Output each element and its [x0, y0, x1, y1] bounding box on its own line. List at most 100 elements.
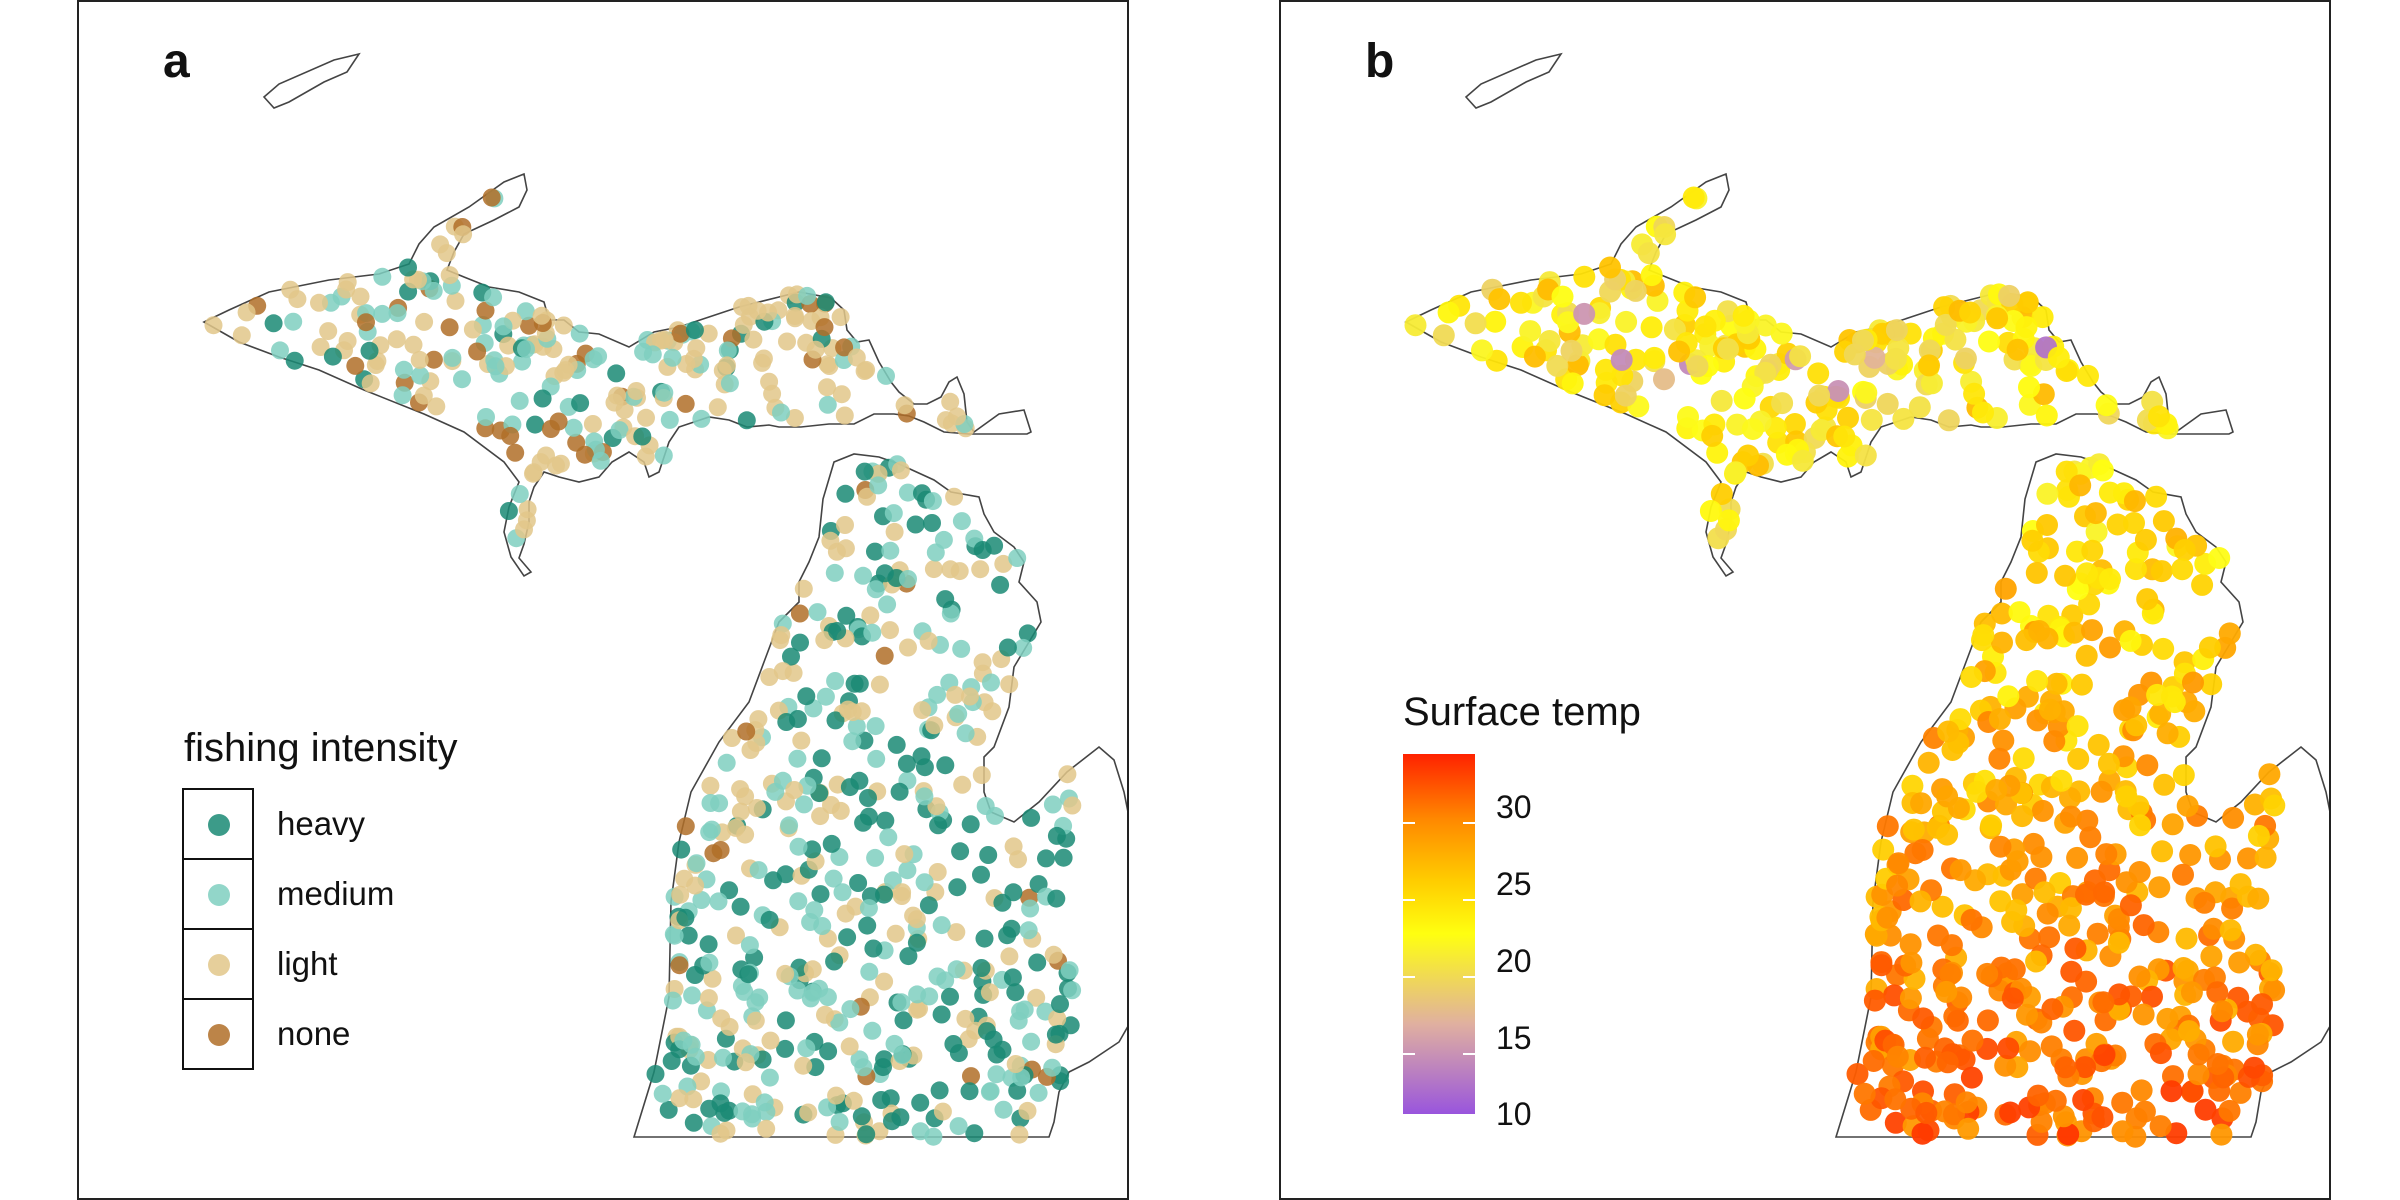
- site-point-heavy: [285, 351, 304, 370]
- site-point-heavy: [936, 756, 955, 775]
- site-point-heavy: [872, 1091, 891, 1109]
- site-point-light: [786, 309, 805, 328]
- site-point-light: [311, 338, 330, 356]
- site-point-heavy: [930, 1081, 949, 1100]
- site-point-light: [454, 225, 473, 244]
- site-point-temp: [2149, 702, 2172, 725]
- site-point-medium: [411, 366, 430, 385]
- site-point-light: [925, 716, 944, 735]
- site-point-temp: [1900, 951, 1923, 974]
- site-point-temp: [2260, 959, 2283, 982]
- site-point-temp: [2175, 927, 2198, 950]
- site-point-temp: [1992, 729, 2015, 752]
- site-point-heavy: [876, 811, 895, 830]
- site-point-heavy: [646, 1065, 665, 1083]
- site-point-temp: [2064, 937, 2087, 960]
- site-point-temp: [2228, 951, 2251, 974]
- site-point-medium: [517, 340, 535, 359]
- site-point-medium: [394, 360, 413, 379]
- site-point-temp: [1808, 384, 1831, 407]
- site-point-medium: [1063, 981, 1082, 1000]
- site-point-temp: [1887, 852, 1910, 875]
- site-point-medium: [949, 704, 968, 723]
- site-point-temp: [2003, 958, 2026, 981]
- site-point-medium: [788, 981, 807, 1000]
- site-point-temp: [1717, 509, 1740, 532]
- site-point-heavy: [948, 878, 967, 897]
- site-point-temp: [2247, 824, 2270, 847]
- site-point-medium: [830, 1112, 849, 1131]
- site-point-temp: [1910, 792, 1933, 815]
- site-point-medium: [1022, 1032, 1041, 1051]
- site-point-temp: [1699, 500, 1722, 522]
- site-point-temp: [2151, 840, 2174, 863]
- site-point-medium: [692, 409, 711, 428]
- site-point-temp: [1960, 908, 1983, 931]
- site-point-medium: [854, 1058, 873, 1077]
- site-point-none: [676, 817, 695, 836]
- site-point-heavy: [919, 896, 938, 915]
- site-point-temp: [2211, 1000, 2234, 1023]
- site-point-temp: [2001, 987, 2024, 1010]
- site-point-light: [1006, 1055, 1025, 1073]
- site-point-light: [980, 983, 999, 1002]
- site-point-temp: [2160, 1080, 2183, 1103]
- michigan-map-b: [1404, 52, 2329, 1148]
- site-point-heavy: [911, 1093, 930, 1112]
- site-point-temp: [2200, 673, 2223, 696]
- site-point-temp: [2057, 1123, 2080, 1146]
- site-point-temp: [2087, 733, 2110, 756]
- site-point-light: [1058, 765, 1077, 784]
- site-point-temp: [1640, 264, 1663, 287]
- site-point-temp: [1791, 449, 1814, 472]
- site-point-temp: [1827, 380, 1850, 402]
- site-point-temp: [2054, 564, 2077, 587]
- site-point-light: [832, 385, 851, 404]
- site-point-light: [875, 972, 894, 991]
- site-point-heavy: [991, 575, 1010, 594]
- site-point-light: [956, 1009, 975, 1028]
- site-point-temp: [2036, 514, 2058, 536]
- state-outline: [262, 52, 361, 109]
- site-point-temp: [2146, 683, 2169, 706]
- site-point-temp: [1557, 311, 1579, 334]
- colorbar-tick-30: 30: [1496, 789, 1532, 825]
- site-point-light: [387, 330, 406, 349]
- site-point-heavy: [1002, 919, 1021, 938]
- site-point-light: [908, 1000, 927, 1019]
- legend-label-none: none: [277, 1015, 351, 1052]
- site-point-none: [346, 356, 365, 375]
- site-point-temp: [1432, 324, 1455, 347]
- site-point-heavy: [887, 735, 906, 754]
- site-point-light: [608, 386, 627, 405]
- site-point-light: [692, 1072, 711, 1091]
- site-point-temp: [2180, 981, 2203, 1004]
- colorbar-tick-15: 15: [1496, 1020, 1532, 1056]
- site-point-temp: [1640, 316, 1663, 339]
- site-point-medium: [683, 986, 702, 1005]
- colorbar-tick-25: 25: [1496, 866, 1532, 902]
- site-point-temp: [2006, 338, 2029, 361]
- site-point-temp: [2067, 747, 2090, 770]
- site-point-heavy: [782, 647, 800, 666]
- legend-keys: [182, 788, 254, 1070]
- site-point-temp: [1876, 815, 1899, 838]
- site-point-light: [971, 560, 990, 579]
- site-point-temp: [2123, 490, 2146, 513]
- site-point-temp: [2030, 1110, 2053, 1133]
- site-point-heavy: [975, 929, 994, 948]
- colorbar-tick-10: 10: [1496, 1096, 1532, 1132]
- site-point-light: [722, 729, 741, 747]
- site-point-medium: [484, 288, 503, 307]
- site-point-temp: [1872, 838, 1895, 861]
- site-point-temp: [1912, 1007, 1935, 1030]
- site-point-heavy: [526, 415, 545, 434]
- site-point-medium: [866, 848, 885, 867]
- site-point-temp: [1717, 338, 1739, 361]
- site-point-light: [895, 845, 914, 864]
- site-point-temp: [2214, 636, 2237, 659]
- site-point-temp: [2254, 846, 2277, 869]
- legend-dot-none: [208, 1024, 230, 1046]
- site-point-temp: [1737, 444, 1759, 467]
- site-point-heavy: [811, 885, 830, 904]
